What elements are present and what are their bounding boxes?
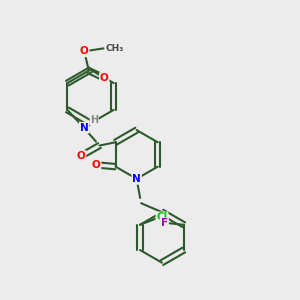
Text: F: F (160, 218, 168, 228)
Text: CH₃: CH₃ (105, 44, 123, 53)
Text: N: N (132, 174, 141, 184)
Text: O: O (77, 151, 85, 161)
Text: O: O (80, 46, 89, 56)
Text: Cl: Cl (156, 212, 168, 222)
Text: O: O (92, 160, 100, 170)
Text: N: N (80, 123, 88, 133)
Text: O: O (100, 73, 109, 83)
Text: H: H (90, 115, 98, 125)
